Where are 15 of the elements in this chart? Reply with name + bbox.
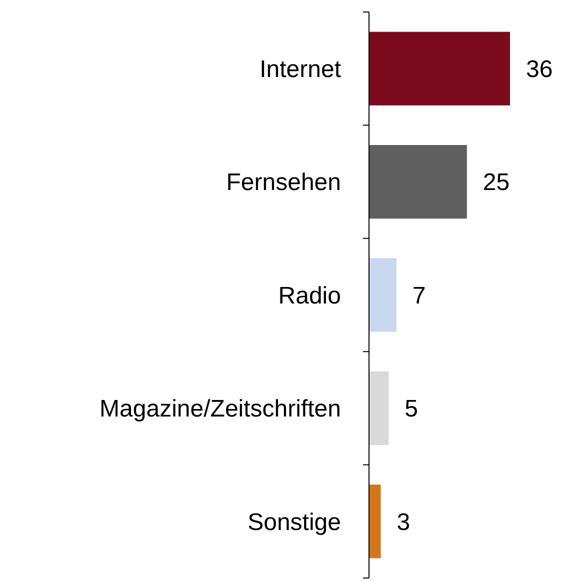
y-tick-label: Magazine/Zeitschriften [100,396,341,423]
data-label: 5 [404,396,418,423]
bar [369,258,396,332]
data-label: 3 [396,508,410,536]
bar [369,145,467,219]
data-label: 25 [482,169,510,196]
y-tick-label: Radio [278,282,341,310]
y-tick-label: Fernsehen [226,169,341,196]
data-label: 7 [412,282,426,310]
y-tick-label: Sonstige [248,508,341,536]
data-label: 36 [526,56,553,83]
bar [369,371,389,445]
y-tick-label: Internet [260,56,342,83]
bar [369,32,510,106]
bar [369,484,381,558]
